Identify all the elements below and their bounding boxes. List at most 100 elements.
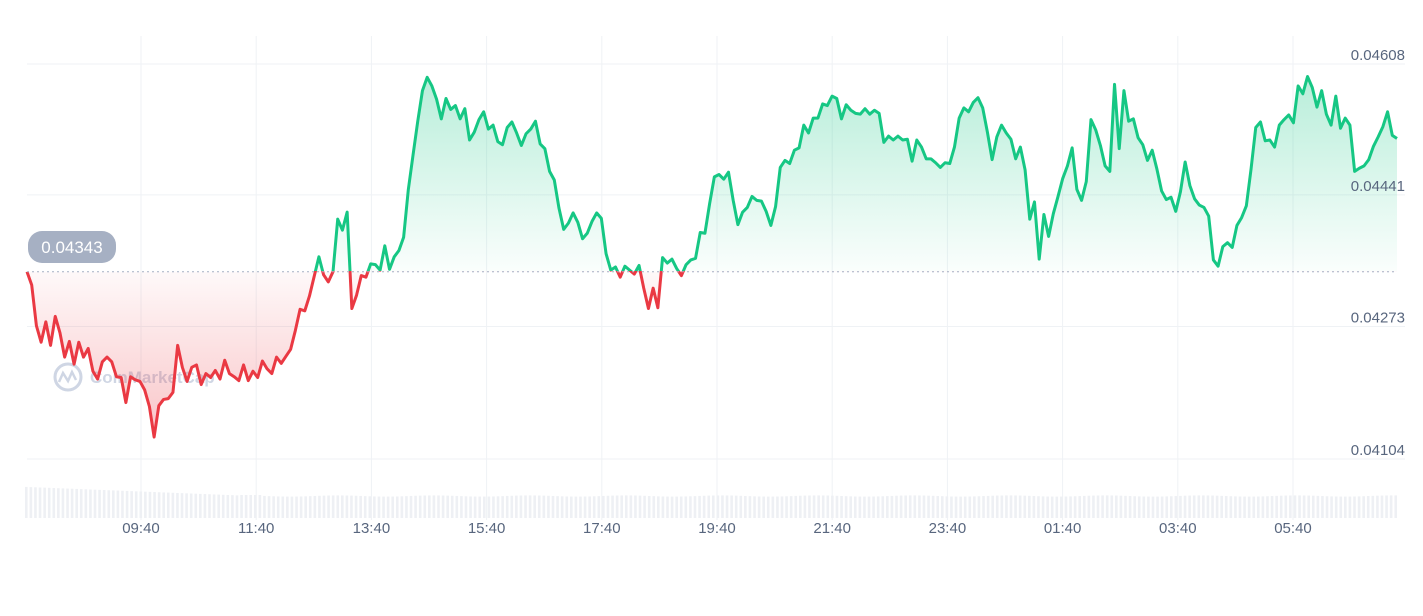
- volume-bar: [707, 495, 711, 518]
- volume-bar: [194, 493, 198, 518]
- volume-bar: [450, 495, 454, 518]
- volume-bar: [849, 496, 852, 518]
- volume-bar: [395, 496, 399, 518]
- volume-bar: [1321, 496, 1324, 518]
- volume-bar: [753, 496, 756, 518]
- volume-bar: [794, 495, 798, 518]
- volume-bar: [290, 496, 294, 518]
- volume-bar: [1073, 496, 1077, 518]
- x-tick-label: 01:40: [1044, 520, 1082, 537]
- volume-bar: [657, 496, 660, 518]
- volume-bar: [267, 496, 271, 518]
- volume-bar: [789, 496, 793, 518]
- volume-bar: [359, 495, 362, 518]
- coinmarketcap-logo-mark: [57, 369, 78, 384]
- volume-bar: [263, 495, 266, 518]
- volume-bar: [1238, 496, 1242, 518]
- volume-bar: [47, 487, 51, 518]
- volume-bar: [1353, 496, 1356, 518]
- volume-bar: [1160, 496, 1164, 518]
- volume-bar: [162, 492, 165, 518]
- volume-bar: [134, 491, 138, 518]
- volume-bar: [441, 495, 445, 518]
- volume-bar: [876, 496, 880, 518]
- volume-bar: [1284, 495, 1288, 518]
- volume-bar: [382, 496, 385, 518]
- y-tick-label: 0.04273: [1351, 310, 1405, 327]
- volume-bar: [890, 495, 894, 518]
- volume-bar: [702, 495, 706, 518]
- volume-bar: [762, 496, 765, 518]
- volume-bar: [606, 495, 610, 518]
- volume-bar: [272, 496, 275, 518]
- volume-bar: [1270, 496, 1274, 518]
- volume-bar: [1252, 496, 1256, 518]
- volume-bar: [409, 495, 413, 518]
- volume-bar: [43, 487, 46, 518]
- volume-bar: [1000, 495, 1004, 518]
- x-tick-label: 13:40: [353, 520, 391, 537]
- volume-bar: [977, 496, 981, 518]
- volume-bar: [592, 496, 596, 518]
- volume-bar: [551, 495, 555, 518]
- volume-bar: [638, 495, 642, 518]
- volume-bar: [647, 495, 651, 518]
- volume-bar: [766, 496, 770, 518]
- volume-bar: [1055, 496, 1059, 518]
- volume-bar: [597, 496, 601, 518]
- volume-bar: [1188, 495, 1191, 518]
- volume-bar: [148, 491, 152, 518]
- volume-bar: [322, 495, 326, 518]
- y-axis: 0.04608 0.04441 0.04273 0.04104: [1351, 47, 1405, 459]
- volume-bar: [386, 496, 390, 518]
- volume-bar: [75, 488, 78, 518]
- volume-bar: [1119, 495, 1123, 518]
- x-tick-label: 19:40: [698, 520, 736, 537]
- volume-bar: [1110, 495, 1114, 518]
- price-line-down: [25, 271, 686, 439]
- volume-bar: [185, 493, 188, 518]
- volume-bar: [341, 495, 344, 518]
- area-fill-above-reference: [315, 76, 1397, 271]
- volume-bar: [157, 492, 161, 518]
- volume-bar: [936, 496, 940, 518]
- volume-bar: [231, 495, 234, 518]
- volume-bar: [689, 496, 692, 518]
- volume-bar: [1064, 496, 1068, 518]
- volume-bar: [139, 491, 143, 518]
- volume-bar: [336, 495, 340, 518]
- volume-bar: [286, 496, 289, 518]
- volume-bar: [295, 496, 298, 518]
- volume-bar: [675, 496, 678, 518]
- volume-bar: [684, 496, 688, 518]
- volume-bar: [1206, 495, 1210, 518]
- volume-bar: [66, 488, 69, 518]
- volume-bar: [464, 496, 468, 518]
- volume-bar: [840, 496, 843, 518]
- volume-bar: [130, 491, 133, 518]
- y-tick-label: 0.04104: [1351, 442, 1405, 459]
- volume-bar: [808, 495, 811, 518]
- volume-bar: [400, 496, 404, 518]
- volume-bar: [203, 494, 207, 518]
- volume-bar: [125, 490, 129, 518]
- volume-bar: [354, 495, 358, 518]
- volume-bar: [1087, 495, 1091, 518]
- volume-bar: [496, 496, 500, 518]
- volume-bar: [881, 496, 885, 518]
- volume-bar: [744, 495, 747, 518]
- volume-bar: [1014, 495, 1017, 518]
- volume-bar: [414, 495, 417, 518]
- volume-bar: [803, 495, 807, 518]
- x-axis: 09:40 11:40 13:40 15:40 17:40 19:40 21:40 23:40…: [122, 520, 1312, 537]
- volume-bar: [423, 495, 427, 518]
- volume-bar: [61, 488, 65, 518]
- volume-bar: [29, 487, 33, 518]
- volume-bar: [615, 495, 619, 518]
- volume-bar: [405, 496, 408, 518]
- volume-bar: [1380, 495, 1384, 518]
- volume-bar: [583, 496, 587, 518]
- volume-bar: [460, 496, 463, 518]
- volume-bar: [1046, 496, 1049, 518]
- x-tick-label: 11:40: [238, 520, 274, 537]
